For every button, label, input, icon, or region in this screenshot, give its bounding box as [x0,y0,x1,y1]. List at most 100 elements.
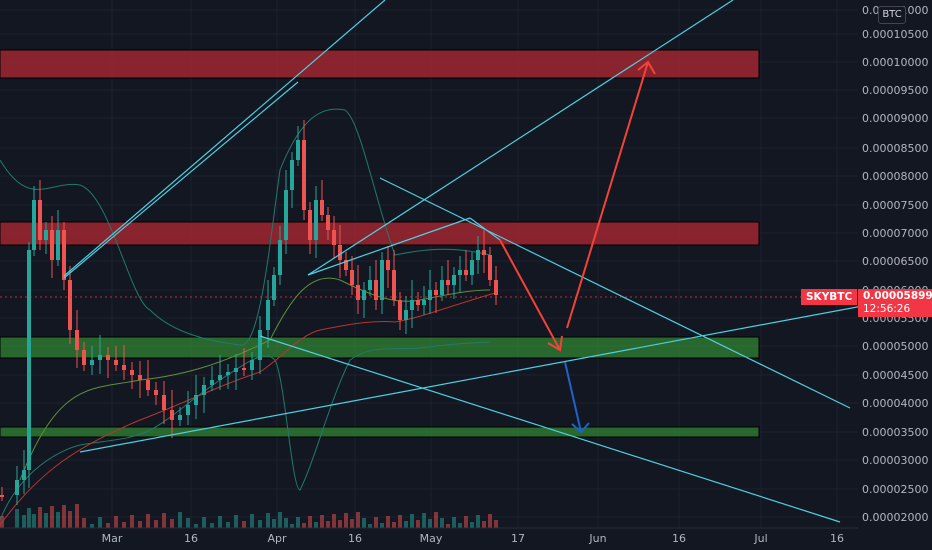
candle[interactable] [350,270,354,285]
candle[interactable] [68,280,72,330]
last-price-tag[interactable]: 0.00005899 12:56:26 [858,289,932,317]
candle[interactable] [308,210,312,240]
candle[interactable] [210,380,214,385]
candle[interactable] [356,285,360,300]
candle[interactable] [62,230,66,280]
candle[interactable] [202,385,206,395]
candle[interactable] [344,260,348,270]
candle[interactable] [162,395,166,410]
candle[interactable] [476,250,480,260]
trendline-descending-resistance[interactable] [379,177,851,409]
candle[interactable] [266,300,270,330]
candle[interactable] [434,290,438,295]
resistance-zone-upper[interactable] [0,49,760,79]
candle[interactable] [338,245,342,260]
candle[interactable] [446,280,450,285]
candle[interactable] [75,330,79,350]
candle[interactable] [410,300,414,310]
candle[interactable] [380,260,384,300]
trendline-triangle-apex[interactable] [307,217,471,276]
candle[interactable] [50,230,54,260]
candle[interactable] [392,270,396,300]
candle[interactable] [290,160,294,190]
candle[interactable] [146,380,150,390]
candle[interactable] [138,375,142,380]
candle[interactable] [428,290,432,300]
candle[interactable] [27,250,31,470]
trendline-descending-support[interactable] [259,335,841,523]
candle[interactable] [22,470,26,480]
candle[interactable] [258,330,262,360]
candle[interactable] [0,495,4,497]
candle[interactable] [218,375,222,380]
candle[interactable] [326,215,330,230]
candle[interactable] [452,275,456,285]
symbol-price-tag[interactable]: SKYBTC [801,289,858,305]
candle[interactable] [178,415,182,420]
candle[interactable] [194,395,198,405]
candle[interactable] [404,310,408,320]
candle[interactable] [56,230,60,260]
candle[interactable] [362,290,366,300]
candle[interactable] [398,300,402,320]
candle[interactable] [386,260,390,270]
candle[interactable] [440,280,444,295]
candle[interactable] [314,200,318,240]
candle[interactable] [272,275,276,300]
candle[interactable] [226,372,230,375]
price-axis[interactable] [858,0,932,528]
currency-badge[interactable]: BTC [878,6,906,24]
time-axis[interactable] [0,528,932,550]
candle[interactable] [122,365,126,370]
trendline-long-rising[interactable] [79,292,932,453]
candle[interactable] [234,368,238,372]
candle[interactable] [154,390,158,395]
candle[interactable] [464,270,468,275]
volume-bar [446,524,450,528]
candle[interactable] [250,360,254,370]
candle[interactable] [32,200,36,250]
candle[interactable] [44,230,48,240]
candle[interactable] [242,368,246,370]
arrow-down-to-support[interactable] [499,239,561,351]
candle[interactable] [106,355,110,360]
candle[interactable] [186,405,190,415]
candle[interactable] [98,355,102,360]
candle[interactable] [284,190,288,240]
candle[interactable] [368,280,372,290]
candle[interactable] [374,280,378,300]
arrow-down-to-lower-support[interactable] [564,361,582,433]
candle[interactable] [482,250,486,255]
candle[interactable] [332,230,336,245]
candle[interactable] [416,300,420,305]
price-tick-label: 0.00007500 [862,199,928,212]
candle[interactable] [15,480,19,495]
candle[interactable] [458,270,462,275]
candle[interactable] [302,140,306,210]
trendline-rising-channel-top[interactable] [63,0,386,277]
trendline-triangle-edge[interactable] [469,217,501,241]
candle[interactable] [320,200,324,215]
candle[interactable] [82,350,86,365]
trendline-wedge-top[interactable] [307,0,734,276]
candle[interactable] [114,360,118,365]
arrow-up-to-resistance[interactable] [566,61,649,329]
volume-bar [130,515,134,528]
candle[interactable] [130,370,134,375]
candle[interactable] [38,200,42,240]
trendline-rising-channel-bottom[interactable] [63,81,299,279]
candle[interactable] [422,300,426,305]
candle[interactable] [488,255,492,280]
support-zone-lower[interactable] [0,426,760,438]
time-tick-label: 16 [672,532,686,545]
candle[interactable] [90,360,94,365]
candle[interactable] [470,260,474,275]
volume-bar [210,523,214,528]
candle[interactable] [296,140,300,160]
candle[interactable] [278,240,282,275]
resistance-zone-middle[interactable] [0,221,760,246]
candle[interactable] [170,410,174,420]
support-zone-upper[interactable] [0,336,760,359]
candle[interactable] [494,280,498,295]
